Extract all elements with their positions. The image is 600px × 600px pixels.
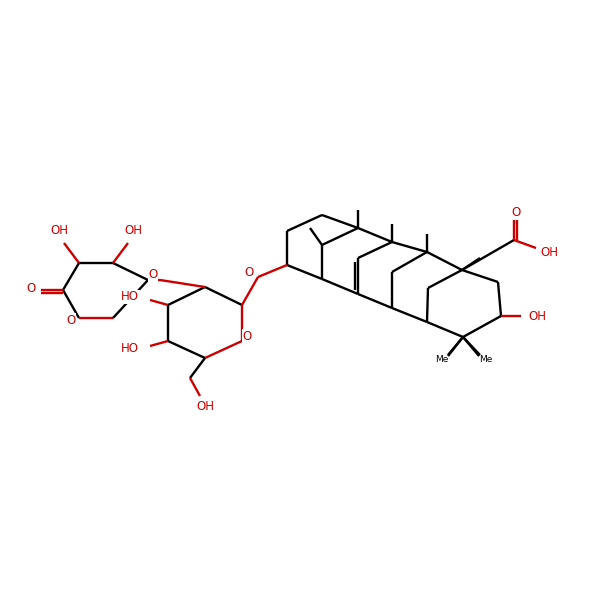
Text: OH: OH xyxy=(540,245,558,259)
Text: O: O xyxy=(244,266,254,280)
Text: OH: OH xyxy=(528,310,546,323)
Text: O: O xyxy=(67,313,76,326)
Text: OH: OH xyxy=(124,224,142,238)
Text: O: O xyxy=(148,269,158,281)
Text: HO: HO xyxy=(121,343,139,355)
Text: O: O xyxy=(26,283,35,295)
Text: OH: OH xyxy=(196,400,214,413)
Text: Me: Me xyxy=(479,355,493,364)
Text: OH: OH xyxy=(50,224,68,238)
Text: O: O xyxy=(511,205,521,218)
Text: HO: HO xyxy=(121,290,139,304)
Text: Me: Me xyxy=(436,355,449,364)
Text: O: O xyxy=(242,329,251,343)
